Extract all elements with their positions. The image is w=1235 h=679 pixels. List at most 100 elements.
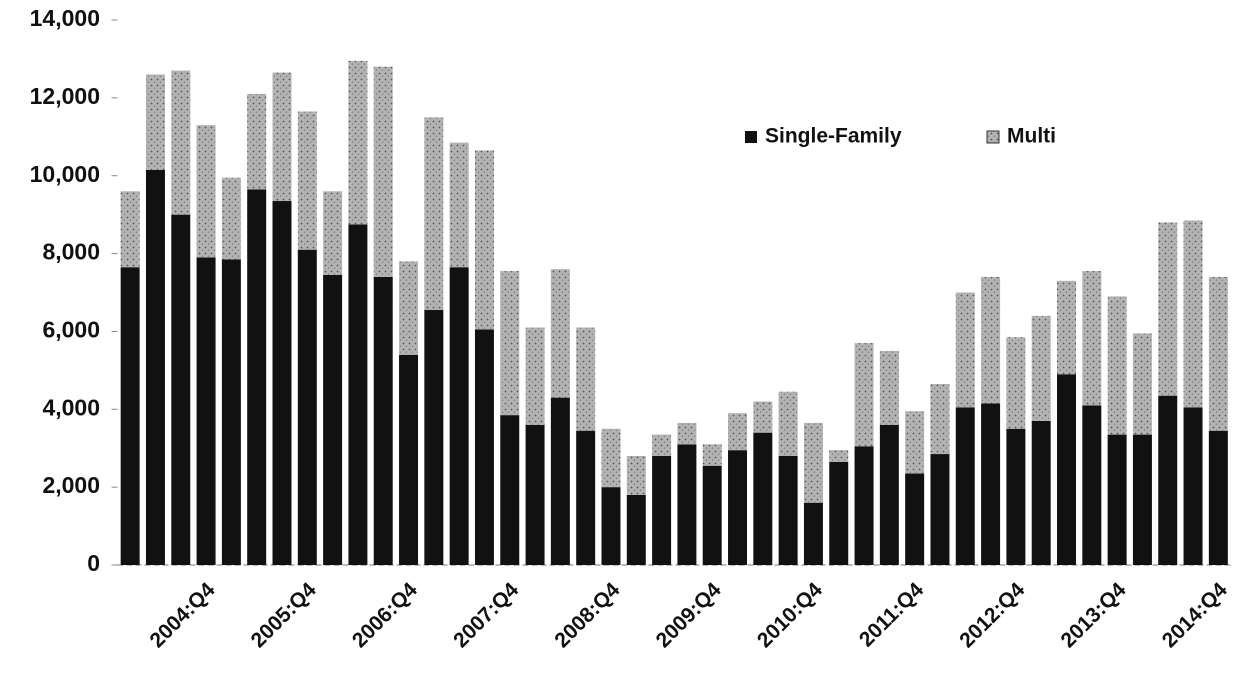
bar-segment <box>854 446 874 565</box>
x-tick-label: 2004:Q4 <box>145 578 219 652</box>
bar-segment <box>905 411 925 474</box>
bar-segment <box>753 401 773 433</box>
bar-segment <box>474 329 494 565</box>
bar-segment <box>373 276 393 565</box>
bar-segment <box>1183 220 1203 408</box>
bar-segment <box>145 169 165 565</box>
bar-segment <box>247 93 267 190</box>
bar-segment <box>1057 280 1076 375</box>
bar-segment <box>323 274 343 565</box>
bar-segment <box>145 74 165 170</box>
bar-segment <box>500 271 520 416</box>
bar-segment <box>981 403 1001 565</box>
bar-segment <box>601 428 621 488</box>
bar-segment <box>626 456 646 495</box>
bar-segment <box>221 177 241 260</box>
bar-segment <box>702 444 722 466</box>
bar-segment <box>1006 337 1026 429</box>
bar-segment <box>601 487 621 565</box>
y-tick-label: 8,000 <box>42 239 100 265</box>
bar-segment <box>677 422 697 445</box>
bar-segment <box>930 383 950 455</box>
bar-segment <box>525 327 545 425</box>
bar-segment <box>576 430 596 565</box>
legend-texture <box>987 131 999 143</box>
legend-swatch <box>745 131 757 143</box>
bar-segment <box>1057 374 1076 565</box>
bar-segment <box>955 407 975 565</box>
bar-segment <box>525 424 545 565</box>
bar-segment <box>829 450 849 462</box>
bar-segment <box>550 397 570 565</box>
x-tick-label: 2011:Q4 <box>855 578 928 651</box>
bar-segment <box>803 422 823 503</box>
x-tick-label: 2009:Q4 <box>652 578 726 652</box>
x-tick-label: 2007:Q4 <box>449 578 523 652</box>
x-tick-label: 2010:Q4 <box>753 578 827 652</box>
bar-segment <box>120 191 140 268</box>
bar-segment <box>728 413 748 451</box>
bar-segment <box>424 117 444 311</box>
bar-segment <box>652 456 672 565</box>
bar-segment <box>1082 405 1102 565</box>
bar-segment <box>449 267 469 565</box>
bar-segment <box>171 214 191 565</box>
y-tick-label: 14,000 <box>30 5 100 31</box>
x-tick-label: 2014:Q4 <box>1158 578 1232 652</box>
bar-segment <box>297 249 317 565</box>
bar-segment <box>348 60 368 225</box>
bar-segment <box>1208 430 1228 565</box>
bar-segment <box>323 191 343 275</box>
bar-segment <box>1183 407 1203 565</box>
bar-segment <box>652 434 672 456</box>
x-tick-label: 2013:Q4 <box>1057 578 1131 652</box>
bar-segment <box>1031 420 1051 565</box>
bar-segment <box>399 354 419 565</box>
bar-segment <box>1107 434 1127 565</box>
bar-segment <box>829 461 849 565</box>
bar-segment <box>272 72 292 202</box>
bar-segment <box>297 111 317 250</box>
bar-segment <box>449 142 469 268</box>
bar-segment <box>778 391 798 456</box>
x-tick-label: 2008:Q4 <box>550 578 624 652</box>
bar-segment <box>399 261 419 355</box>
bar-segment <box>247 189 267 565</box>
legend-label: Single-Family <box>765 125 902 148</box>
y-tick-label: 0 <box>87 550 100 576</box>
bar-segment <box>1132 434 1152 565</box>
bar-segment <box>677 444 697 565</box>
bar-segment <box>500 415 520 565</box>
bar-segment <box>803 502 823 565</box>
bar-segment <box>778 456 798 565</box>
bar-segment <box>854 343 874 447</box>
bar-segment <box>626 494 646 565</box>
y-tick-label: 6,000 <box>42 317 100 343</box>
bar-segment <box>728 450 748 565</box>
x-tick-label: 2012:Q4 <box>955 578 1029 652</box>
bar-segment <box>272 201 292 565</box>
bar-segment <box>348 224 368 565</box>
x-tick-label: 2006:Q4 <box>348 578 422 652</box>
y-tick-label: 2,000 <box>42 472 100 498</box>
y-tick-label: 12,000 <box>30 83 100 109</box>
bar-segment <box>576 327 596 431</box>
bar-segment <box>1006 428 1026 565</box>
bar-segment <box>955 292 975 408</box>
bar-segment <box>474 150 494 330</box>
bar-segment <box>879 424 899 565</box>
bar-segment <box>550 269 570 398</box>
bar-segment <box>981 276 1001 404</box>
bar-segment <box>702 465 722 565</box>
legend-label: Multi <box>1007 125 1056 148</box>
x-tick-label: 2005:Q4 <box>247 578 321 652</box>
bar-segment <box>1158 222 1178 396</box>
bar-segment <box>1208 276 1228 431</box>
y-tick-label: 4,000 <box>42 394 100 420</box>
bar-segment <box>373 66 393 277</box>
bar-segment <box>1107 296 1127 435</box>
bar-segment <box>171 70 191 215</box>
bar-segment <box>424 310 444 565</box>
